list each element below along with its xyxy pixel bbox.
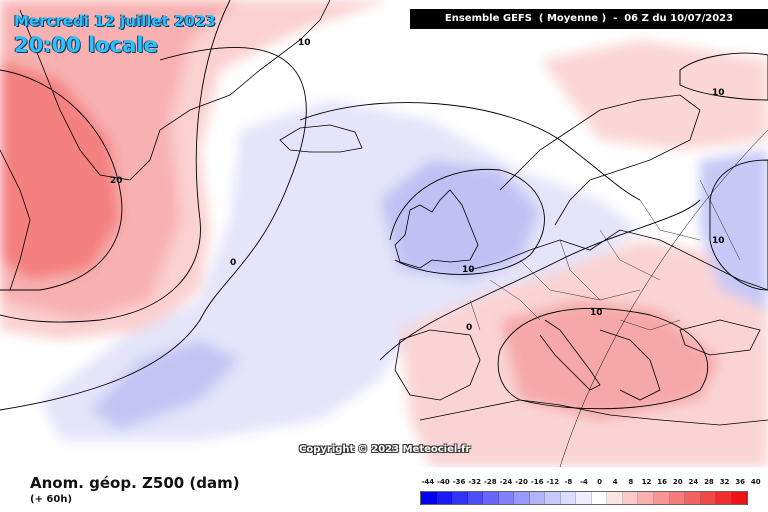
legend-swatch: [483, 492, 499, 504]
legend-tick-label: 8: [628, 478, 634, 486]
negative-anomaly-azores: [90, 340, 240, 430]
contour-label-10-greenland: 10: [298, 38, 311, 48]
positive-anomaly-arctic: [540, 40, 768, 150]
negative-anomaly-russia: [700, 150, 768, 310]
legend-swatch: [607, 492, 623, 504]
legend-swatch: [467, 492, 484, 504]
contour-label-0-south: 0: [466, 323, 472, 333]
legend-swatch: [653, 492, 670, 504]
legend-tick-label: -44: [421, 478, 435, 486]
positive-anomaly-mediterranean: [500, 300, 720, 420]
anomaly-map: 20 10 0 10 0 10 10 10 Mercredi 12 juille…: [0, 0, 768, 467]
legend-tick-label: 32: [719, 478, 730, 486]
anomaly-contours: [0, 0, 768, 411]
contour-neg10-russia: [709, 159, 768, 291]
contour-label-10-med: 10: [590, 308, 603, 318]
contour-label-10-russia: 10: [712, 236, 725, 246]
legend-swatch: [576, 492, 592, 504]
legend-tick-label: -40: [437, 478, 450, 486]
iceland-coast: [279, 124, 363, 153]
copyright-text: Copyright © 2023 Meteociel.fr: [299, 444, 471, 455]
contour-0-west: [0, 47, 307, 411]
iberia-coast: [394, 329, 481, 401]
legend-tick-label: -20: [515, 478, 528, 486]
legend-tick-label: -16: [530, 478, 544, 486]
contour-0-central: [299, 102, 641, 201]
positive-anomaly-greenland-core: [0, 60, 120, 280]
legend-swatch: [421, 492, 437, 504]
legend-tick-label: 36: [735, 478, 746, 486]
british-isles-coast: [394, 189, 479, 269]
legend-tick-label: 12: [641, 478, 652, 486]
italy-coast: [539, 319, 601, 391]
contour-label-20: 20: [110, 176, 123, 186]
legend-tick-label: 40: [750, 478, 761, 486]
europe-coast: [469, 229, 768, 291]
legend-tick-label: -28: [483, 478, 497, 486]
legend-swatch: [452, 492, 468, 504]
lead-time: (+ 60h): [30, 494, 73, 505]
forecast-time: 20:00 locale: [14, 33, 158, 57]
contour-label-10-arctic: 10: [712, 88, 725, 98]
map-svg: 20 10 0 10 0 10 10 10: [0, 0, 768, 467]
legend-swatch: [560, 492, 577, 504]
legend-tick-label: 16: [657, 478, 667, 486]
forecast-date: Mercredi 12 juillet 2023: [14, 12, 216, 30]
greenland-coast: [19, 0, 331, 181]
legend-swatch: [638, 492, 654, 504]
contour-neg10-uk: [389, 168, 545, 275]
contour-10-arctic: [679, 52, 768, 101]
balkans-coast: [599, 329, 661, 401]
legend-swatch: [731, 492, 748, 504]
contour-10-greenland: [0, 0, 231, 323]
legend-tick-label: 20: [672, 478, 683, 486]
graticule: [559, 129, 768, 467]
black-sea-coast: [679, 319, 761, 356]
legend-tick-label: -24: [499, 478, 513, 486]
legend-swatch: [529, 492, 546, 504]
legend-tick-labels: -44 -40 -36 -32 -28 -24 -20 -16 -12 -8 -4 0 4 8 12 16 20…: [412, 478, 760, 490]
north-africa-coast: [419, 399, 768, 426]
legend-swatch: [685, 492, 701, 504]
contour-labels: 20 10 0 10 0 10 10 10: [110, 38, 725, 333]
legend-tick-label: -4: [580, 478, 588, 486]
legend-swatch: [498, 492, 515, 504]
legend-swatch: [716, 492, 732, 504]
legend-tick-label: -8: [564, 478, 573, 486]
legend-tick-label: -32: [468, 478, 481, 486]
contour-label-10-uk: 10: [462, 265, 475, 275]
legend-swatch: [622, 492, 639, 504]
legend-swatch: [514, 492, 530, 504]
parameter-title: Anom. géop. Z500 (dam): [30, 474, 240, 492]
contour-20: [0, 69, 123, 291]
color-legend: -44 -40 -36 -32 -28 -24 -20 -16 -12 -8 -4 0 4 8 12 16 20…: [412, 478, 761, 508]
coastlines: [0, 0, 768, 426]
legend-tick-label: 4: [612, 478, 618, 486]
legend-tick-label: 24: [688, 478, 699, 486]
legend-tick-label: 28: [704, 478, 714, 486]
legend-swatch: [669, 492, 686, 504]
legend-swatch: [591, 492, 608, 504]
legend-tick-label: -12: [546, 478, 560, 486]
anomaly-shading: [0, 0, 768, 467]
legend-swatch: [436, 492, 453, 504]
legend-color-bar: [420, 491, 748, 505]
run-info-banner: Ensemble GEFS ( Moyenne ) - 06 Z du 10/0…: [410, 9, 768, 29]
legend-swatch: [545, 492, 561, 504]
contour-10-med: [497, 307, 709, 410]
legend-tick-label: -36: [452, 478, 466, 486]
legend-swatch: [700, 492, 717, 504]
contour-label-0-west: 0: [230, 258, 236, 268]
legend-tick-label: 0: [597, 478, 603, 486]
contour-0-south: [379, 199, 701, 361]
greenland-west-coast: [0, 149, 31, 291]
scandinavia-coast: [499, 94, 701, 226]
